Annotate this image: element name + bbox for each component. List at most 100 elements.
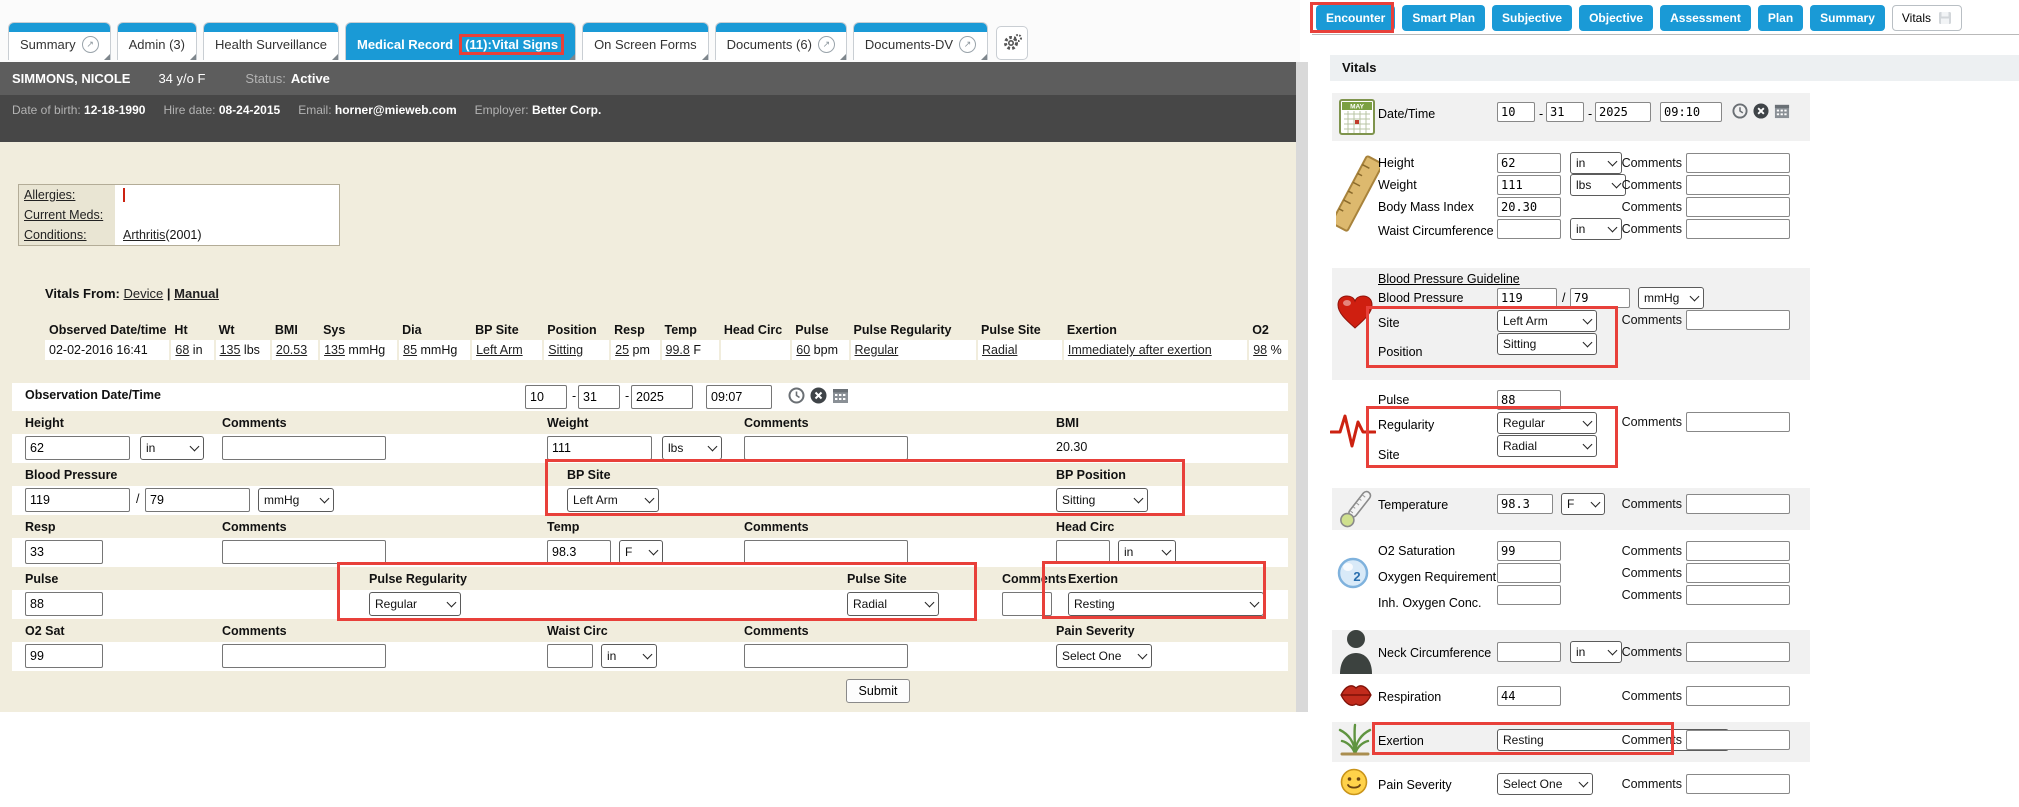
temp-unit-select[interactable]: F bbox=[619, 540, 663, 564]
obs-year-input[interactable] bbox=[631, 385, 693, 409]
pulse-regularity-select[interactable]: Regular bbox=[369, 592, 461, 616]
comments-input[interactable] bbox=[1686, 310, 1790, 330]
conditions-link[interactable]: Conditions: bbox=[19, 225, 115, 245]
clear-date-icon[interactable] bbox=[810, 387, 827, 409]
calendar-picker-icon[interactable] bbox=[832, 387, 849, 409]
bp-systolic-input[interactable] bbox=[25, 488, 130, 512]
pulse-site-select[interactable]: Radial bbox=[847, 592, 939, 616]
comments-input[interactable] bbox=[1686, 563, 1790, 583]
tab-summary-right[interactable]: Summary bbox=[1810, 5, 1885, 31]
weight-input[interactable] bbox=[547, 436, 652, 460]
rp-height-input[interactable] bbox=[1497, 153, 1561, 173]
comments-input[interactable] bbox=[1686, 730, 1790, 750]
rp-bp-diastolic-input[interactable] bbox=[1570, 288, 1630, 308]
rp-waist-unit-select[interactable]: in bbox=[1570, 218, 1622, 240]
tab-summary[interactable]: Summary ↗ bbox=[8, 22, 111, 60]
rp-bp-site-select[interactable]: Left Arm bbox=[1497, 310, 1597, 332]
tab-medical-record[interactable]: Medical Record (11):Vital Signs bbox=[345, 22, 577, 60]
height-comments-input[interactable] bbox=[222, 436, 386, 460]
resp-comments-input[interactable] bbox=[222, 540, 386, 564]
comments-input[interactable] bbox=[1686, 541, 1790, 561]
rp-weight-unit-select[interactable]: lbs bbox=[1570, 174, 1626, 196]
rp-temp-input[interactable] bbox=[1497, 494, 1553, 514]
panel-divider[interactable] bbox=[1296, 62, 1308, 712]
rp-weight-input[interactable] bbox=[1497, 175, 1561, 195]
clock-icon[interactable] bbox=[788, 387, 805, 409]
weight-unit-select[interactable]: lbs bbox=[662, 436, 722, 460]
rp-bp-systolic-input[interactable] bbox=[1497, 288, 1557, 308]
tab-documents[interactable]: Documents (6) ↗ bbox=[714, 22, 847, 60]
comments-input[interactable] bbox=[1686, 494, 1790, 514]
o2-sat-input[interactable] bbox=[25, 644, 103, 668]
o2-comments-input[interactable] bbox=[222, 644, 386, 668]
waist-unit-select[interactable]: in bbox=[601, 644, 657, 668]
current-meds-link[interactable]: Current Meds: bbox=[19, 205, 115, 225]
comments-input[interactable] bbox=[1686, 686, 1790, 706]
rp-respiration-input[interactable] bbox=[1497, 686, 1561, 706]
waist-circ-input[interactable] bbox=[547, 644, 593, 668]
height-unit-select[interactable]: in bbox=[140, 436, 204, 460]
obs-day-input[interactable] bbox=[578, 385, 620, 409]
tab-objective[interactable]: Objective bbox=[1579, 5, 1654, 31]
tab-subjective[interactable]: Subjective bbox=[1492, 5, 1573, 31]
rp-pulse-input[interactable] bbox=[1497, 390, 1561, 410]
rp-neck-input[interactable] bbox=[1497, 642, 1561, 662]
resp-input[interactable] bbox=[25, 540, 103, 564]
device-link[interactable]: Device bbox=[123, 286, 164, 301]
rp-inh-oxygen-input[interactable] bbox=[1497, 585, 1561, 605]
rp-bp-unit-select[interactable]: mmHg bbox=[1638, 287, 1704, 309]
rp-bmi-input[interactable] bbox=[1497, 197, 1561, 217]
tab-on-screen-forms[interactable]: On Screen Forms bbox=[582, 22, 709, 60]
bp-guideline-link[interactable]: Blood Pressure Guideline bbox=[1378, 272, 1520, 286]
comments-input[interactable] bbox=[1686, 585, 1790, 605]
bp-position-select[interactable]: Sitting bbox=[1056, 488, 1148, 512]
calendar-picker-icon[interactable] bbox=[1774, 103, 1790, 124]
tab-assessment[interactable]: Assessment bbox=[1660, 5, 1751, 31]
bp-site-select[interactable]: Left Arm bbox=[567, 488, 659, 512]
comments-input[interactable] bbox=[1686, 175, 1790, 195]
comments-input[interactable] bbox=[1686, 153, 1790, 173]
condition-link[interactable]: Arthritis bbox=[123, 228, 166, 242]
rp-temp-unit-select[interactable]: F bbox=[1561, 493, 1605, 515]
rp-pain-severity-select[interactable]: Select One bbox=[1497, 773, 1593, 795]
pulse-input[interactable] bbox=[25, 592, 103, 616]
tab-encounter[interactable]: Encounter bbox=[1316, 5, 1396, 31]
rp-day-input[interactable] bbox=[1546, 102, 1584, 122]
height-input[interactable] bbox=[25, 436, 130, 460]
bp-unit-select[interactable]: mmHg bbox=[258, 488, 334, 512]
rp-neck-unit-select[interactable]: in bbox=[1570, 641, 1622, 663]
head-circ-input[interactable] bbox=[1056, 540, 1110, 564]
temp-comments-input[interactable] bbox=[744, 540, 908, 564]
obs-month-input[interactable] bbox=[525, 385, 567, 409]
rp-waist-input[interactable] bbox=[1497, 219, 1561, 239]
rp-height-unit-select[interactable]: in bbox=[1570, 152, 1622, 174]
comments-input[interactable] bbox=[1686, 774, 1790, 794]
tab-documents-dv[interactable]: Documents-DV ↗ bbox=[852, 22, 989, 60]
rp-year-input[interactable] bbox=[1595, 102, 1651, 122]
rp-regularity-select[interactable]: Regular bbox=[1497, 412, 1597, 434]
waist-comments-input[interactable] bbox=[744, 644, 908, 668]
comments-input[interactable] bbox=[1686, 642, 1790, 662]
external-link-icon[interactable]: ↗ bbox=[81, 36, 99, 53]
rp-bp-position-select[interactable]: Sitting bbox=[1497, 333, 1597, 355]
external-link-icon[interactable]: ↗ bbox=[959, 36, 977, 53]
tab-health-surveillance[interactable]: Health Surveillance bbox=[202, 22, 339, 60]
rp-pulse-site-select[interactable]: Radial bbox=[1497, 435, 1597, 457]
rp-oxygen-req-input[interactable] bbox=[1497, 563, 1561, 583]
rp-o2-sat-input[interactable] bbox=[1497, 541, 1561, 561]
weight-comments-input[interactable] bbox=[744, 436, 908, 460]
exertion-select[interactable]: Resting bbox=[1068, 592, 1264, 616]
tab-vitals[interactable]: Vitals bbox=[1891, 5, 1963, 31]
head-circ-unit-select[interactable]: in bbox=[1118, 540, 1176, 564]
tab-smart-plan[interactable]: Smart Plan bbox=[1402, 5, 1486, 31]
temp-input[interactable] bbox=[547, 540, 611, 564]
manual-link[interactable]: Manual bbox=[174, 286, 219, 301]
comments-input[interactable] bbox=[1686, 219, 1790, 239]
allergies-link[interactable]: Allergies: bbox=[19, 185, 115, 205]
clock-icon[interactable] bbox=[1732, 103, 1748, 124]
rp-month-input[interactable] bbox=[1497, 102, 1535, 122]
external-link-icon[interactable]: ↗ bbox=[817, 36, 835, 53]
clear-date-icon[interactable] bbox=[1753, 103, 1769, 124]
submit-button[interactable]: Submit bbox=[846, 679, 910, 703]
tab-plan[interactable]: Plan bbox=[1757, 5, 1804, 31]
